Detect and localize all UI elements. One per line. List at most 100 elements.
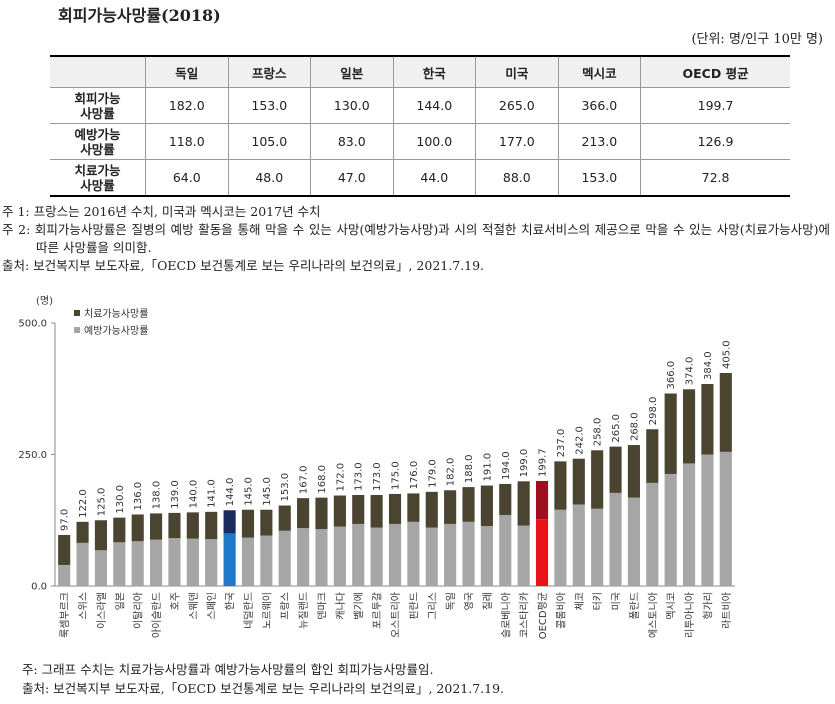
x-tick-label: 독일 — [445, 592, 457, 610]
bar-segment — [168, 538, 181, 586]
row-header: 치료가능 사망률 — [50, 159, 146, 197]
bar-segment — [58, 534, 71, 565]
bar-segment — [591, 508, 604, 586]
bar-segment — [315, 529, 328, 586]
x-tick-label: 헝가리 — [702, 592, 714, 620]
total-label: 366.0 — [666, 361, 677, 390]
total-label: 175.0 — [391, 461, 402, 490]
unit: (단위: 명/인구 10만 명) — [691, 32, 823, 47]
bar-segment — [352, 495, 365, 524]
table: 독일 프랑스 일본 한국 미국 멕시코 OECD 평균 회피가능 사망률 182.0 153.0 13… — [50, 55, 790, 197]
x-tick-label: 아이슬란드 — [151, 592, 163, 638]
y-tick-label: 0.0 — [31, 582, 47, 593]
bar-segment — [388, 493, 402, 524]
bar-segment — [186, 512, 199, 539]
table-cell: 44.0 — [392, 159, 476, 197]
legend-label: 치료가능사망률 — [84, 308, 148, 320]
row-header: 예방가능 사망률 — [50, 123, 146, 160]
bar-segment — [352, 523, 365, 586]
bar-segment — [278, 530, 291, 586]
bar-segment — [76, 521, 89, 543]
total-label: 168.0 — [317, 465, 328, 494]
bar-segment — [664, 393, 677, 474]
table-cell: 182.0 — [145, 87, 229, 124]
footer-note: 출처: 보건복지부 보도자료,「OECD 보건통계로 보는 우리나라의 보건의료… — [22, 681, 505, 696]
y-tick-label: 500.0 — [18, 319, 47, 330]
total-label: 139.0 — [170, 480, 181, 509]
bar-segment — [150, 513, 163, 540]
bar-segment — [241, 509, 255, 538]
x-tick-label: 코스타리카 — [519, 592, 531, 638]
table-cell: 100.0 — [392, 123, 476, 160]
legend-label: 예방가능사망률 — [84, 325, 148, 337]
bar-segment — [646, 429, 659, 483]
total-label: 176.0 — [409, 461, 420, 490]
bar-segment — [186, 538, 199, 586]
total-label: 145.0 — [243, 477, 254, 506]
bar-segment — [388, 523, 402, 586]
bar-segment — [701, 454, 714, 586]
header-row: 독일 프랑스 일본 한국 미국 멕시코 OECD 평균 — [50, 55, 790, 88]
bar-segment — [425, 491, 438, 528]
total-label: 268.0 — [629, 412, 640, 441]
bar-segment — [223, 533, 236, 586]
x-tick-label: OECD평균 — [537, 592, 549, 639]
corner-cell — [50, 55, 146, 88]
bar-segment — [554, 509, 567, 586]
total-label: 173.0 — [372, 462, 383, 491]
bar-segment — [554, 461, 567, 510]
x-tick-label: 이탈리아 — [132, 592, 145, 629]
total-label: 141.0 — [207, 479, 218, 508]
x-tick-label: 스위스 — [77, 592, 90, 620]
row-header-line: 예방가능 — [74, 126, 121, 142]
total-label: 242.0 — [574, 426, 585, 455]
bar-segment — [462, 521, 475, 586]
table-cell: 177.0 — [475, 123, 559, 160]
bar-segment — [627, 497, 640, 586]
table-cell: 153.0 — [557, 159, 641, 197]
x-tick-label: 핀란드 — [408, 592, 420, 620]
bar-segment — [719, 372, 732, 452]
x-tick-label: 네덜란드 — [243, 592, 255, 629]
bar-segment — [58, 564, 71, 586]
x-tick-label: 오스트리아 — [390, 592, 402, 638]
x-tick-label: 프랑스 — [280, 592, 292, 620]
table-row: 회피가능 사망률 182.0 153.0 130.0 144.0 265.0 366.0 199… — [50, 87, 790, 124]
bar-segment — [94, 550, 108, 586]
total-label: 167.0 — [299, 466, 310, 495]
title: 회피가능사망률(2018) — [58, 6, 221, 25]
bar-segment — [480, 526, 493, 586]
y-unit: (명) — [36, 295, 53, 307]
bar-segment — [499, 483, 512, 515]
bar-segment — [609, 446, 622, 493]
bar-segment — [205, 511, 218, 540]
x-tick-label: 터키 — [592, 592, 604, 610]
row-header-line: 사망률 — [80, 141, 115, 157]
note: 주 2: 회피가능사망률은 질병의 예방 활동을 통해 막을 수 있는 사망(예… — [2, 222, 830, 255]
table-cell: 118.0 — [145, 123, 229, 160]
legend-swatch — [74, 310, 80, 316]
x-tick-label: 리투아니아 — [684, 592, 696, 638]
x-tick-label: 한국 — [225, 592, 237, 610]
x-tick-label: 노르웨이 — [261, 592, 273, 629]
bar-segment — [664, 473, 677, 586]
bar-segment — [94, 520, 108, 551]
legend-swatch — [74, 327, 80, 333]
bar-segment — [297, 498, 310, 529]
total-label: 182.0 — [446, 458, 457, 487]
column-header: 한국 — [392, 55, 476, 88]
table-cell: 199.7 — [640, 87, 790, 124]
x-tick-label: 슬로베니아 — [500, 592, 512, 638]
bar-segment — [297, 528, 310, 586]
total-label: 374.0 — [685, 357, 696, 386]
table-cell: 64.0 — [145, 159, 229, 197]
column-header: 독일 — [145, 55, 229, 88]
row-header-line: 사망률 — [80, 105, 115, 121]
x-tick-label: 멕시코 — [666, 592, 678, 620]
x-tick-label: 덴마크 — [316, 592, 328, 620]
table-row: 예방가능 사망률 118.0 105.0 83.0 100.0 177.0 213.0 126.… — [50, 123, 790, 160]
bar-segment — [591, 450, 604, 509]
table-cell: 83.0 — [310, 123, 394, 160]
